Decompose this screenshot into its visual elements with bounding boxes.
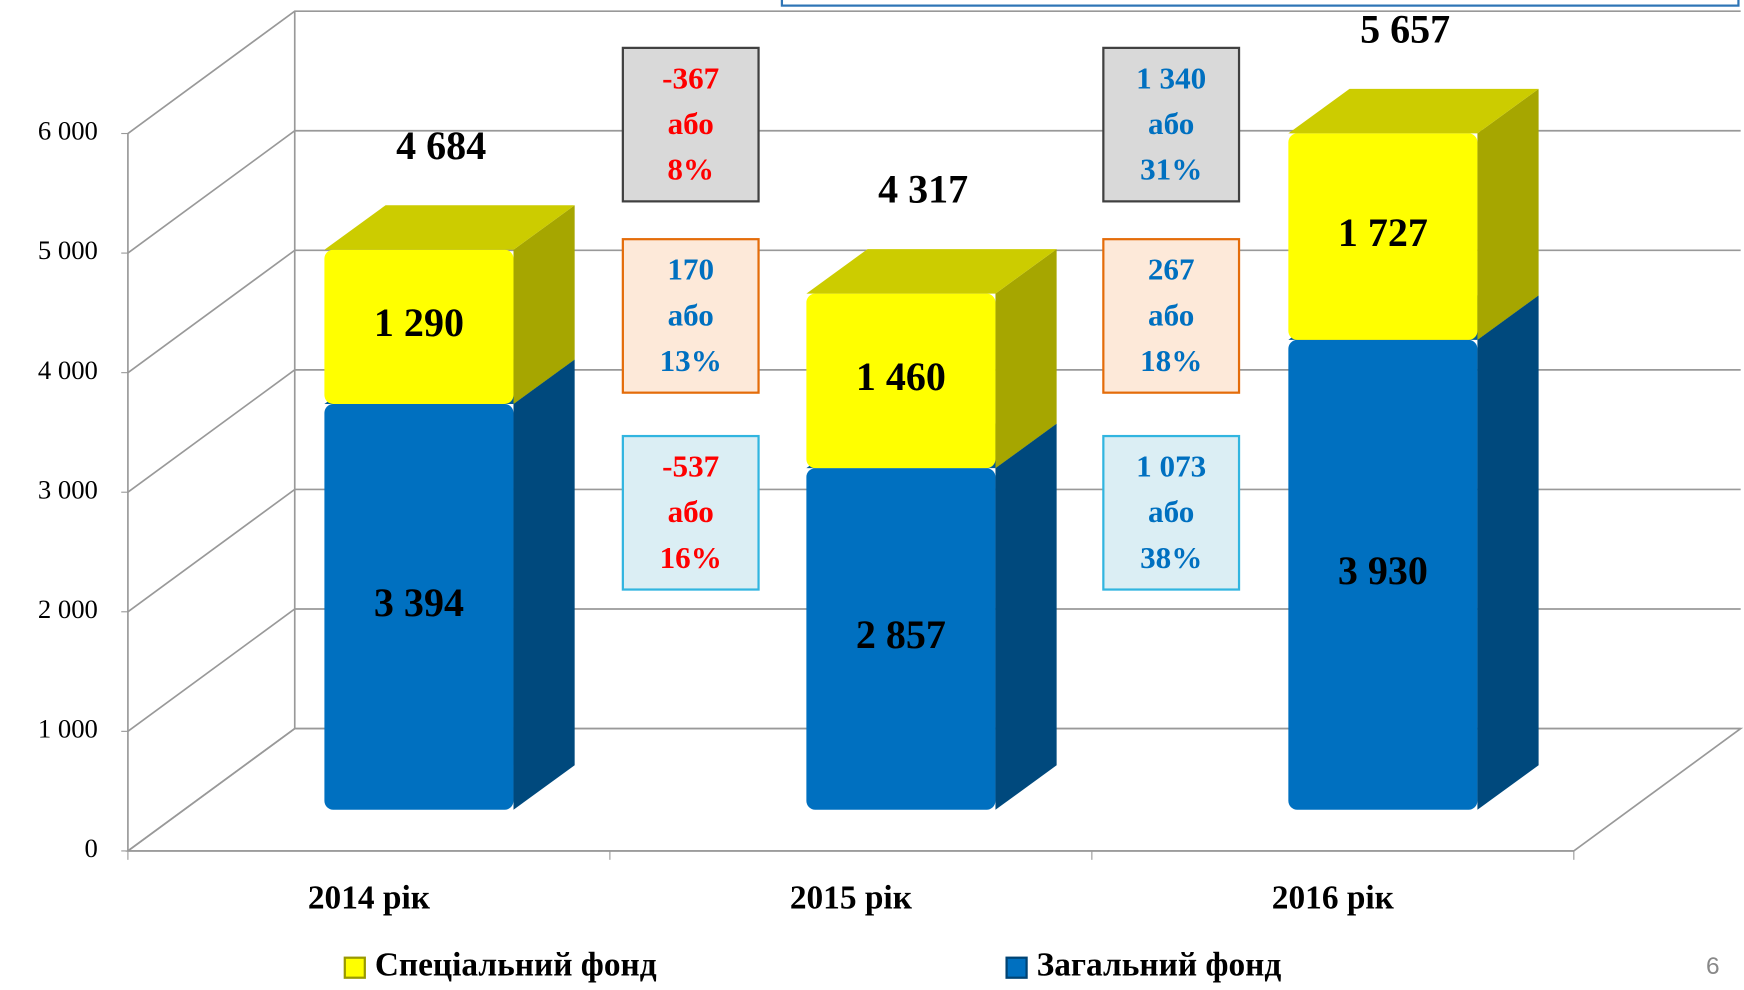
change-text: -367 xyxy=(662,60,719,95)
y-tick-label: 5 000 xyxy=(38,235,98,265)
bar-side xyxy=(513,205,575,404)
y-tick-label: 0 xyxy=(85,833,98,863)
change-text: або xyxy=(1148,297,1194,332)
change-text: або xyxy=(668,494,714,529)
bar-segment xyxy=(1288,88,1539,340)
grid-line xyxy=(127,488,1741,613)
data-label: 3 930 xyxy=(1338,548,1428,593)
total-label: 4 317 xyxy=(878,167,968,212)
legend-marker xyxy=(343,956,366,979)
change-text: або xyxy=(668,297,714,332)
y-tick-label: 2 000 xyxy=(38,594,98,624)
change-text: 170 xyxy=(667,252,714,287)
bar-top xyxy=(1288,88,1539,134)
change-text: або xyxy=(668,106,714,141)
bar-front xyxy=(806,468,996,810)
x-tick-label: 2016 рік xyxy=(1272,880,1395,917)
change-box xyxy=(1102,434,1241,591)
bar-side xyxy=(513,359,575,810)
total-label: 5 657 xyxy=(1360,6,1450,51)
y-tick-label: 3 000 xyxy=(38,474,98,504)
bar-top xyxy=(324,205,575,250)
legend-label: Спеціальний фонд xyxy=(375,946,657,983)
change-box xyxy=(621,46,760,203)
change-text: 18% xyxy=(1140,343,1202,378)
change-text: 1 073 xyxy=(1136,449,1206,484)
bar-side xyxy=(1477,88,1539,340)
header-box xyxy=(780,0,1740,7)
change-text: 267 xyxy=(1148,252,1195,287)
change-text: 8% xyxy=(667,152,714,187)
bar-top xyxy=(806,249,1057,294)
legend-label: Загальний фонд xyxy=(1037,946,1282,983)
bar-segment xyxy=(324,205,575,404)
bar-front xyxy=(324,403,514,810)
data-label: 1 460 xyxy=(856,354,946,399)
bar-front xyxy=(806,293,996,469)
y-tick-label: 1 000 xyxy=(38,713,98,743)
bar-front xyxy=(324,249,514,404)
change-box xyxy=(1102,238,1241,394)
grid-line xyxy=(127,129,1741,254)
change-text: 16% xyxy=(660,540,722,575)
grid-line xyxy=(127,727,1741,852)
bar-side xyxy=(995,423,1057,810)
change-box xyxy=(1102,46,1241,203)
change-text: або xyxy=(1148,494,1194,529)
change-text: 1 340 xyxy=(1136,60,1206,95)
grid-line xyxy=(127,369,1741,493)
total-label: 4 684 xyxy=(396,123,486,168)
change-box xyxy=(621,238,760,394)
legend-marker xyxy=(1005,956,1028,979)
data-label: 1 727 xyxy=(1338,210,1428,255)
change-text: 38% xyxy=(1140,540,1202,575)
bar-side xyxy=(1477,295,1539,810)
x-tick-label: 2015 рік xyxy=(790,880,913,917)
data-label: 3 394 xyxy=(374,580,464,625)
data-label: 1 290 xyxy=(374,300,464,345)
change-text: або xyxy=(1148,106,1194,141)
bar-side xyxy=(995,249,1057,469)
data-label: 2 857 xyxy=(856,612,946,657)
bar-front xyxy=(1288,133,1478,340)
y-tick-label: 6 000 xyxy=(38,116,98,146)
change-text: 13% xyxy=(660,343,722,378)
change-box xyxy=(621,434,760,591)
grid-line xyxy=(127,608,1741,733)
bar-front xyxy=(1288,339,1478,810)
x-tick-label: 2014 рік xyxy=(308,880,431,917)
bar-segment xyxy=(806,249,1057,469)
change-text: -537 xyxy=(662,449,719,484)
grid-line xyxy=(127,249,1741,374)
page-number: 6 xyxy=(1706,953,1720,980)
wall-top xyxy=(127,10,296,134)
change-text: 31% xyxy=(1140,152,1202,187)
y-tick-label: 4 000 xyxy=(38,355,98,385)
